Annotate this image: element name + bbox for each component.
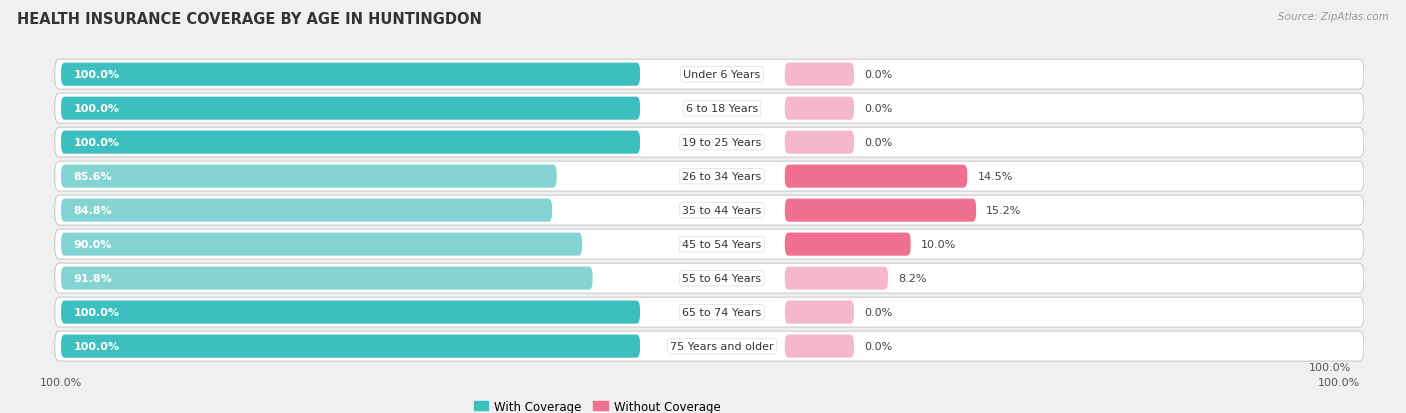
Text: 6 to 18 Years: 6 to 18 Years <box>686 104 758 114</box>
FancyBboxPatch shape <box>785 199 976 222</box>
Text: HEALTH INSURANCE COVERAGE BY AGE IN HUNTINGDON: HEALTH INSURANCE COVERAGE BY AGE IN HUNT… <box>17 12 482 27</box>
Text: 100.0%: 100.0% <box>1309 362 1351 372</box>
Text: Source: ZipAtlas.com: Source: ZipAtlas.com <box>1278 12 1389 22</box>
FancyBboxPatch shape <box>60 64 640 86</box>
Text: 65 to 74 Years: 65 to 74 Years <box>682 307 762 317</box>
FancyBboxPatch shape <box>60 97 640 121</box>
FancyBboxPatch shape <box>785 267 889 290</box>
Text: 8.2%: 8.2% <box>898 273 927 283</box>
Text: 84.8%: 84.8% <box>73 206 112 216</box>
Text: 0.0%: 0.0% <box>865 341 893 351</box>
Text: 75 Years and older: 75 Years and older <box>671 341 773 351</box>
Text: 0.0%: 0.0% <box>865 307 893 317</box>
Text: 0.0%: 0.0% <box>865 70 893 80</box>
Text: 10.0%: 10.0% <box>921 240 956 249</box>
Text: 100.0%: 100.0% <box>73 307 120 317</box>
FancyBboxPatch shape <box>55 230 1364 259</box>
Text: Under 6 Years: Under 6 Years <box>683 70 761 80</box>
Text: 35 to 44 Years: 35 to 44 Years <box>682 206 762 216</box>
Text: 55 to 64 Years: 55 to 64 Years <box>682 273 762 283</box>
FancyBboxPatch shape <box>55 331 1364 361</box>
FancyBboxPatch shape <box>60 199 553 222</box>
FancyBboxPatch shape <box>55 60 1364 90</box>
FancyBboxPatch shape <box>60 131 640 154</box>
FancyBboxPatch shape <box>785 233 911 256</box>
Text: 14.5%: 14.5% <box>977 172 1012 182</box>
FancyBboxPatch shape <box>60 267 592 290</box>
Text: 100.0%: 100.0% <box>73 70 120 80</box>
Text: 0.0%: 0.0% <box>865 138 893 148</box>
FancyBboxPatch shape <box>55 162 1364 192</box>
FancyBboxPatch shape <box>785 335 853 358</box>
FancyBboxPatch shape <box>55 263 1364 293</box>
Text: 100.0%: 100.0% <box>73 341 120 351</box>
FancyBboxPatch shape <box>55 94 1364 124</box>
Text: 91.8%: 91.8% <box>73 273 112 283</box>
Text: 19 to 25 Years: 19 to 25 Years <box>682 138 762 148</box>
Text: 15.2%: 15.2% <box>986 206 1022 216</box>
FancyBboxPatch shape <box>55 196 1364 225</box>
Text: 26 to 34 Years: 26 to 34 Years <box>682 172 762 182</box>
FancyBboxPatch shape <box>785 64 853 86</box>
Text: 90.0%: 90.0% <box>73 240 112 249</box>
FancyBboxPatch shape <box>55 128 1364 158</box>
FancyBboxPatch shape <box>60 335 640 358</box>
FancyBboxPatch shape <box>60 233 582 256</box>
Text: 85.6%: 85.6% <box>73 172 112 182</box>
FancyBboxPatch shape <box>785 165 967 188</box>
Text: 100.0%: 100.0% <box>73 104 120 114</box>
FancyBboxPatch shape <box>60 165 557 188</box>
Text: 100.0%: 100.0% <box>73 138 120 148</box>
Legend: With Coverage, Without Coverage: With Coverage, Without Coverage <box>470 395 725 413</box>
FancyBboxPatch shape <box>785 301 853 324</box>
FancyBboxPatch shape <box>785 97 853 121</box>
Text: 45 to 54 Years: 45 to 54 Years <box>682 240 762 249</box>
Text: 0.0%: 0.0% <box>865 104 893 114</box>
FancyBboxPatch shape <box>60 301 640 324</box>
FancyBboxPatch shape <box>55 297 1364 327</box>
FancyBboxPatch shape <box>785 131 853 154</box>
